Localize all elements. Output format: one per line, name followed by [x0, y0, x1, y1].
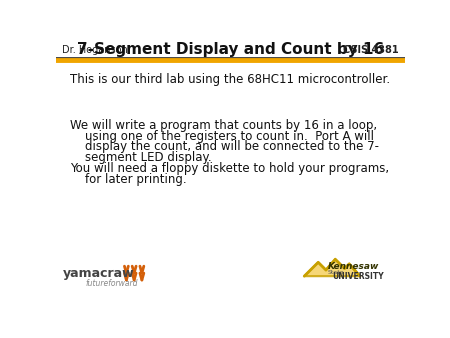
Text: Kennesaw: Kennesaw	[328, 262, 379, 271]
Text: for later printing.: for later printing.	[70, 173, 187, 186]
Polygon shape	[304, 259, 360, 276]
Text: yamacraw: yamacraw	[63, 267, 134, 280]
Text: You will need a floppy diskette to hold your programs,: You will need a floppy diskette to hold …	[70, 162, 389, 175]
Text: We will write a program that counts by 16 in a loop,: We will write a program that counts by 1…	[70, 119, 377, 132]
Text: CSIS 4381: CSIS 4381	[343, 45, 399, 55]
Text: UNIVERSITY: UNIVERSITY	[332, 272, 384, 281]
Text: 7-Segment Display and Count by 16: 7-Segment Display and Count by 16	[77, 42, 384, 56]
Text: using one of the registers to count in.  Port A will: using one of the registers to count in. …	[70, 129, 374, 143]
Text: display the count, and will be connected to the 7-: display the count, and will be connected…	[70, 140, 379, 153]
Text: Dr. Hoganson: Dr. Hoganson	[63, 45, 128, 55]
Text: segment LED display.: segment LED display.	[70, 151, 212, 164]
Text: futureforward: futureforward	[86, 280, 138, 288]
Text: This is our third lab using the 68HC11 microcontroller.: This is our third lab using the 68HC11 m…	[70, 73, 390, 86]
Text: State: State	[328, 270, 344, 275]
